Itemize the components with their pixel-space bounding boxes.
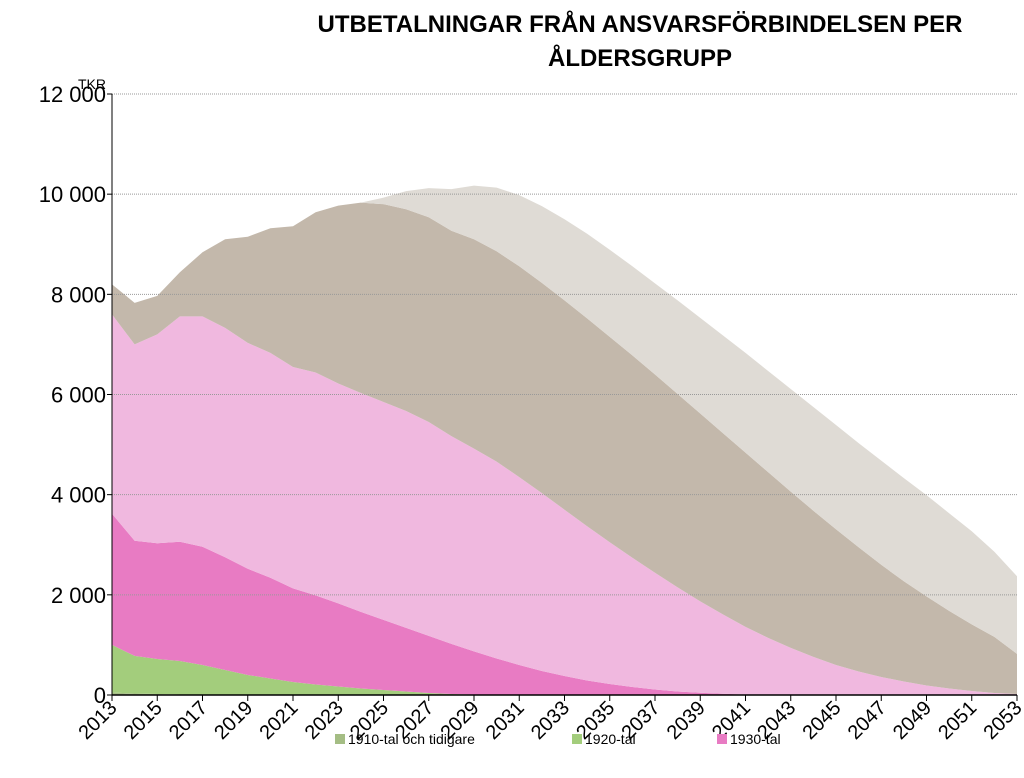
- legend-swatch: [335, 734, 345, 744]
- area: [112, 513, 1017, 695]
- x-tick-label: 2021: [256, 697, 303, 744]
- legend-label: 1910-tal och tidigare: [348, 731, 475, 747]
- x-tick-label: 2015: [120, 697, 167, 744]
- area: [112, 202, 1017, 694]
- legend-label: 1930-tal: [730, 731, 781, 747]
- y-tick-label: 12 000: [39, 82, 106, 107]
- x-tick-label: 2049: [889, 697, 936, 744]
- chart-title: UTBETALNINGAR FRÅN ANSVARSFÖRBINDELSEN P…: [317, 11, 963, 72]
- x-tick-label: 2051: [934, 697, 981, 744]
- x-tick-label: 2039: [663, 697, 710, 744]
- area: [112, 185, 1017, 654]
- legend-swatch: [572, 734, 582, 744]
- x-tick-label: 2045: [799, 697, 846, 744]
- y-tick-label: 10 000: [39, 182, 106, 207]
- y-tick-label: 6 000: [51, 383, 106, 408]
- y-axis-label: TKR: [78, 76, 106, 92]
- legend-swatch: [717, 734, 727, 744]
- x-tick-label: 2019: [210, 697, 257, 744]
- legend-label: 1920-tal: [585, 731, 636, 747]
- grid: [112, 93, 1017, 596]
- areas: [112, 185, 1017, 695]
- y-tick-label: 4 000: [51, 483, 106, 508]
- x-tick-label: 2017: [165, 697, 212, 744]
- x-tick-label: 2013: [75, 697, 122, 744]
- x-tick-label: 2047: [844, 697, 891, 744]
- y-tick-label: 0: [94, 683, 106, 708]
- x-tick-label: 2033: [527, 697, 574, 744]
- y-tick-label: 8 000: [51, 282, 106, 307]
- area: [112, 314, 1017, 695]
- x-tick-label: 2053: [980, 697, 1024, 744]
- x-tick-label: 2031: [482, 697, 529, 744]
- y-tick-label: 2 000: [51, 583, 106, 608]
- area: [112, 644, 1017, 695]
